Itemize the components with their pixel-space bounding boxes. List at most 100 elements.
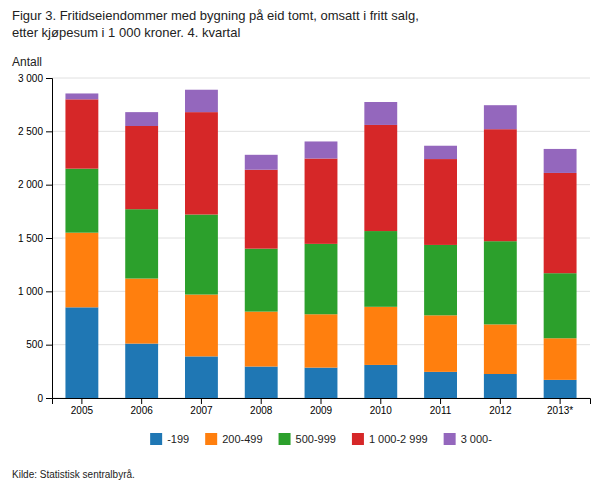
title: Figur 3. Fritidseiendommer med bygning p…	[12, 8, 419, 40]
x-tick: 2009	[310, 398, 333, 416]
y-tick-mark	[46, 238, 52, 239]
bar-segment	[424, 315, 457, 372]
series	[65, 90, 576, 173]
bar-segment	[364, 307, 397, 365]
x-tick-label: 2008	[250, 405, 273, 416]
y-tick: 1 500	[18, 233, 52, 244]
bar-segment	[65, 233, 98, 308]
y-tick-label: 500	[26, 339, 43, 350]
y-tick-label: 3 000	[18, 73, 43, 84]
legend-swatch	[279, 433, 291, 445]
title-line: Figur 3. Fritidseiendommer med bygning p…	[12, 8, 419, 23]
bar-segment	[544, 149, 577, 173]
y-tick-label: 1 000	[18, 286, 43, 297]
legend-swatch	[150, 433, 162, 445]
x-tick-mark	[261, 398, 262, 404]
legend-label: 3 000-	[461, 433, 493, 445]
bar-segment	[484, 374, 517, 398]
x-tick-mark	[321, 398, 322, 404]
legend-swatch	[352, 433, 364, 445]
x-tick-label: 2006	[131, 405, 154, 416]
bar-segment	[544, 338, 577, 380]
y-tick-mark	[46, 291, 52, 292]
bar-segment	[245, 249, 278, 312]
bar-segment	[544, 380, 577, 398]
bar-segment	[125, 112, 158, 126]
bar-segment	[65, 93, 98, 99]
legend: -199 200-499 500-999 1 000-2 999 3 000-	[150, 433, 492, 445]
y-tick-mark	[46, 398, 52, 399]
title-line: etter kjøpesum i 1 000 kroner. 4. kvarta…	[12, 25, 240, 40]
bar-segment	[185, 90, 218, 112]
x-tick-mark	[81, 398, 82, 404]
bar-segment	[185, 112, 218, 214]
bar-segment	[484, 324, 517, 374]
bar-segment	[305, 141, 338, 158]
x-tick: 2007	[190, 398, 213, 416]
bar-segment	[484, 105, 517, 129]
bar-segment	[185, 356, 218, 398]
y-tick: 0	[37, 393, 52, 404]
bar-segment	[364, 125, 397, 231]
y-tick: 1 000	[18, 286, 52, 297]
bar-segment	[125, 279, 158, 344]
bar-segment	[364, 102, 397, 125]
x-tick-label: 2013*	[547, 405, 573, 416]
grid-line	[52, 78, 590, 79]
x-tick-mark	[141, 398, 142, 404]
y-axis: 0 500 1 000 1 500 2 000 2 500 3 000	[18, 73, 53, 404]
y-axis-label: Antall	[12, 55, 42, 69]
legend-item: 200-499	[205, 433, 262, 445]
legend-swatch	[205, 433, 217, 445]
legend-swatch	[444, 433, 456, 445]
legend-item: 1 000-2 999	[352, 433, 428, 445]
bar-segment	[544, 173, 577, 273]
bar-segment	[185, 295, 218, 357]
legend-label: 200-499	[222, 433, 262, 445]
legend-label: 500-999	[296, 433, 336, 445]
x-tick: 2008	[250, 398, 273, 416]
bar-segment	[65, 99, 98, 168]
legend-item: 3 000-	[444, 433, 493, 445]
bar-segment	[424, 372, 457, 398]
y-tick-label: 2 000	[18, 179, 43, 190]
y-tick-label: 1 500	[18, 233, 43, 244]
plot: 05001 0001 5002 0002 5003 00020052006200…	[18, 73, 591, 416]
bar-segment	[424, 245, 457, 315]
bar-segment	[245, 367, 278, 398]
x-tick-label: 2009	[310, 405, 333, 416]
bar-segment	[125, 126, 158, 209]
bar-segment	[305, 314, 338, 367]
bar-segment	[245, 170, 278, 249]
bar-segment	[125, 344, 158, 398]
bar-segment	[185, 215, 218, 295]
x-tick: 2011	[430, 398, 452, 416]
bar-segment	[305, 159, 338, 244]
bar-segment	[364, 365, 397, 398]
legend-label: -199	[167, 433, 189, 445]
y-tick: 3 000	[18, 73, 52, 84]
x-axis-line	[53, 399, 591, 405]
legend-item: 500-999	[279, 433, 336, 445]
x-tick-label: 2005	[71, 405, 94, 416]
x-tick: 2010	[370, 398, 393, 416]
bar-segment	[65, 307, 98, 398]
source-note: Kilde: Statistisk sentralbyrå.	[12, 469, 135, 480]
x-tick: 2005	[71, 398, 94, 416]
grid	[52, 78, 590, 398]
legend-label: 1 000-2 999	[369, 433, 428, 445]
x-tick: 2006	[131, 398, 154, 416]
x-axis: 2005 2006 2007 2008 2009 2010 2011 2012 2013*	[53, 398, 591, 416]
y-tick-mark	[46, 78, 52, 79]
bar-segment	[364, 231, 397, 307]
bars	[65, 90, 576, 398]
y-tick: 2 500	[18, 126, 52, 137]
bar-segment	[245, 155, 278, 170]
bar-segment	[484, 241, 517, 324]
x-tick-label: 2012	[489, 405, 512, 416]
x-tick: 2013*	[547, 398, 573, 416]
x-tick-label: 2011	[430, 405, 452, 416]
series	[65, 99, 576, 273]
y-tick-label: 2 500	[18, 126, 43, 137]
y-tick: 2 000	[18, 179, 52, 190]
